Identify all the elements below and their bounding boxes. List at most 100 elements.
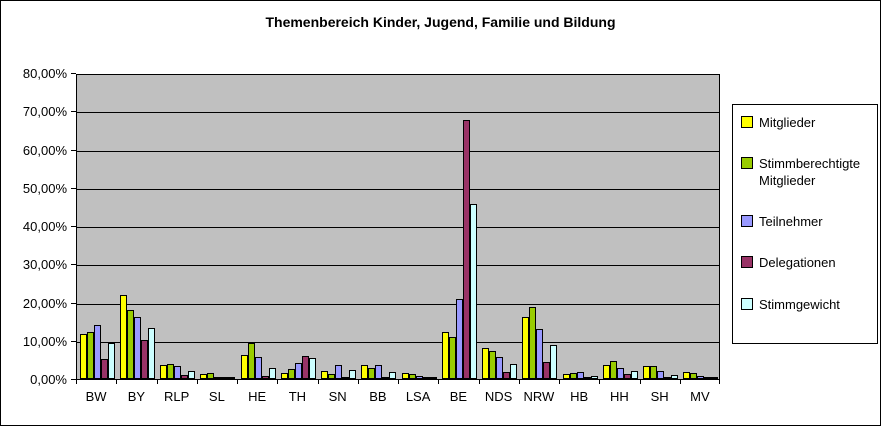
x-axis-label: HH: [609, 389, 629, 404]
bar: [522, 317, 530, 379]
bar: [408, 373, 416, 379]
x-axis-label: MV: [690, 389, 710, 404]
bar: [469, 203, 477, 379]
bar: [623, 374, 631, 379]
gridline: [77, 112, 719, 114]
legend-swatch-icon: [741, 116, 753, 128]
bar: [268, 367, 276, 379]
bar: [261, 375, 269, 379]
gridline: [77, 227, 719, 228]
bar: [93, 324, 101, 379]
x-axis-tick: [599, 380, 601, 384]
bar: [671, 375, 679, 379]
y-axis-label: 40,00%: [22, 219, 67, 234]
legend-item: Stimmgewicht: [741, 297, 873, 313]
x-axis-tick: [156, 380, 158, 384]
y-axis-label: 70,00%: [22, 104, 67, 120]
x-axis-tick: [719, 380, 720, 384]
bar: [643, 366, 651, 379]
bar: [422, 377, 430, 379]
x-axis-label: NDS: [484, 389, 513, 404]
x-axis-label: HB: [570, 389, 589, 404]
legend-label: Delegationen: [759, 255, 836, 271]
x-axis-label: SL: [208, 389, 225, 404]
bar: [448, 337, 456, 379]
bar: [321, 370, 329, 379]
bar: [100, 359, 108, 379]
bar: [429, 377, 437, 379]
legend-item: Delegationen: [741, 255, 873, 271]
bar: [240, 354, 248, 379]
y-axis-tick: [71, 111, 76, 113]
bar: [536, 328, 544, 379]
y-axis-tick: [71, 264, 76, 266]
bar: [188, 370, 196, 379]
gridline: [77, 303, 719, 305]
legend-swatch-icon: [741, 215, 753, 227]
bar: [602, 364, 610, 379]
x-axis-label: SN: [328, 389, 347, 404]
bar: [107, 343, 115, 379]
bar: [529, 306, 537, 379]
bar: [207, 372, 215, 379]
bar: [704, 377, 712, 379]
legend-item: Stimmberechtigte Mitglieder: [741, 156, 873, 189]
legend-label: Stimmgewicht: [759, 296, 840, 312]
y-axis-label: 80,00%: [22, 66, 67, 81]
bar: [630, 370, 638, 379]
bar: [147, 328, 155, 379]
x-axis-tick: [398, 380, 399, 384]
bar: [294, 363, 302, 379]
bar: [342, 377, 350, 379]
x-axis-label: NRW: [523, 389, 555, 404]
bar: [683, 372, 691, 379]
legend-item: Mitglieder: [741, 115, 873, 131]
bar: [221, 377, 229, 379]
x-axis-tick: [196, 380, 198, 384]
x-axis-label: TH: [288, 389, 307, 404]
bar: [280, 372, 288, 379]
bar: [247, 343, 255, 379]
bar: [569, 373, 577, 379]
y-axis-label: 30,00%: [22, 257, 67, 273]
bar: [160, 365, 168, 379]
bar: [441, 332, 449, 379]
bar: [510, 364, 518, 379]
y-axis-tick: [71, 302, 76, 304]
x-axis-tick: [237, 380, 238, 384]
bar: [401, 372, 409, 379]
bar: [86, 331, 94, 379]
bar: [482, 348, 490, 379]
bar: [609, 360, 617, 379]
bar: [335, 364, 343, 379]
x-axis-label: LSA: [405, 389, 431, 404]
chart-title: Themenbereich Kinder, Jugend, Familie un…: [265, 14, 616, 30]
bar: [349, 370, 357, 379]
bar: [126, 309, 134, 379]
bar: [368, 368, 376, 379]
y-axis-tick: [71, 149, 76, 151]
x-axis-tick: [559, 380, 560, 384]
plot-area: [76, 74, 720, 380]
bar: [214, 377, 222, 379]
bar: [503, 372, 511, 379]
bar: [562, 374, 570, 379]
bar: [328, 374, 336, 379]
legend-label: Mitglieder: [759, 115, 816, 130]
bar: [462, 120, 470, 379]
bar: [228, 377, 236, 379]
bar: [657, 370, 665, 379]
x-axis-tick: [438, 380, 440, 384]
bar: [361, 364, 369, 379]
bar: [616, 367, 624, 379]
y-axis-label: 20,00%: [22, 295, 67, 311]
bar: [583, 377, 591, 379]
x-axis-tick: [357, 380, 359, 384]
y-axis-label: 60,00%: [22, 142, 67, 158]
y-axis-tick: [71, 340, 76, 342]
x-axis-tick: [317, 380, 319, 384]
bar: [415, 375, 423, 379]
bar: [711, 377, 719, 379]
bar: [382, 377, 390, 379]
